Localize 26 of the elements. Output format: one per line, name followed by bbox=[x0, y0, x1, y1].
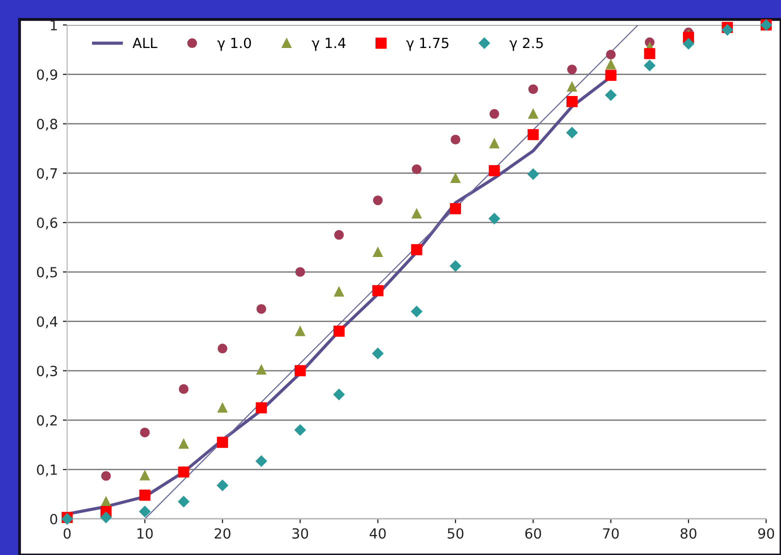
y-tick-label: 0,6 bbox=[36, 218, 58, 230]
x-tick-label: 0 bbox=[64, 528, 71, 539]
y-tick-label: 0,4 bbox=[36, 316, 58, 328]
legend-label: γ 1.0 bbox=[217, 38, 251, 51]
x-tick-label: 60 bbox=[525, 528, 542, 539]
y-tick-label: 0,9 bbox=[36, 69, 58, 82]
y-tick-label: 0,8 bbox=[36, 118, 58, 131]
legend-label: γ 1.75 bbox=[406, 38, 448, 51]
legend-label: γ 1.4 bbox=[312, 38, 346, 51]
x-tick-label: 40 bbox=[370, 528, 386, 539]
y-tick-label: 0,3 bbox=[36, 366, 58, 378]
y-tick-label: 0,1 bbox=[36, 464, 57, 476]
legend-label: γ 2.5 bbox=[510, 38, 543, 51]
x-tick-label: 90 bbox=[758, 528, 774, 539]
y-tick-label: 0,2 bbox=[36, 415, 57, 428]
x-tick-label: 10 bbox=[138, 528, 153, 539]
x-tick-label: 30 bbox=[292, 528, 308, 539]
y-tick-label: 0 bbox=[50, 514, 58, 524]
legend-label: ALL bbox=[132, 38, 158, 48]
y-tick-label: 0,5 bbox=[36, 266, 57, 279]
x-tick-label: 20 bbox=[214, 528, 230, 539]
y-tick-label: 0,7 bbox=[36, 168, 57, 180]
x-tick-label: 70 bbox=[603, 528, 619, 539]
x-tick-label: 50 bbox=[448, 528, 464, 539]
x-tick-label: 80 bbox=[680, 528, 696, 539]
y-tick-label: 1 bbox=[50, 20, 57, 30]
